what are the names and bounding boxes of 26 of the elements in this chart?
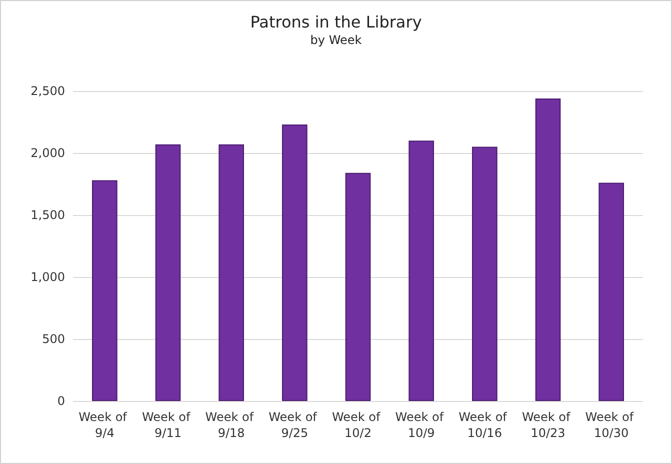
- bar: [155, 144, 181, 401]
- x-tick-label: Week of 10/9: [395, 410, 448, 440]
- y-tick-label: 0: [57, 394, 65, 408]
- x-tick-label: Week of 10/2: [332, 410, 384, 440]
- bar: [408, 140, 434, 401]
- x-tick-label: Week of 9/4: [78, 410, 131, 440]
- y-tick-label: 1,500: [30, 208, 65, 222]
- bar: [218, 144, 244, 401]
- bar: [345, 172, 371, 401]
- y-tick-label: 2,500: [30, 84, 65, 98]
- y-tick-label: 2,000: [30, 146, 65, 160]
- x-tick-label: Week of 10/16: [458, 410, 511, 440]
- x-tick-label: Week of 9/18: [205, 410, 258, 440]
- chart-subtitle: by Week: [310, 33, 362, 47]
- x-tick-label: Week of 10/23: [522, 410, 574, 440]
- bar: [535, 98, 561, 401]
- x-tick-label: Week of 9/25: [268, 410, 321, 440]
- bar: [92, 180, 118, 401]
- chart-title: Patrons in the Library: [250, 12, 422, 32]
- bar: [598, 182, 624, 401]
- bar: [282, 124, 308, 401]
- y-tick-label: 500: [42, 332, 65, 346]
- bar: [472, 146, 498, 401]
- x-tick-label: Week of 9/11: [142, 410, 194, 440]
- y-tick-label: 1,000: [30, 270, 65, 284]
- x-tick-label: Week of 10/30: [585, 410, 638, 440]
